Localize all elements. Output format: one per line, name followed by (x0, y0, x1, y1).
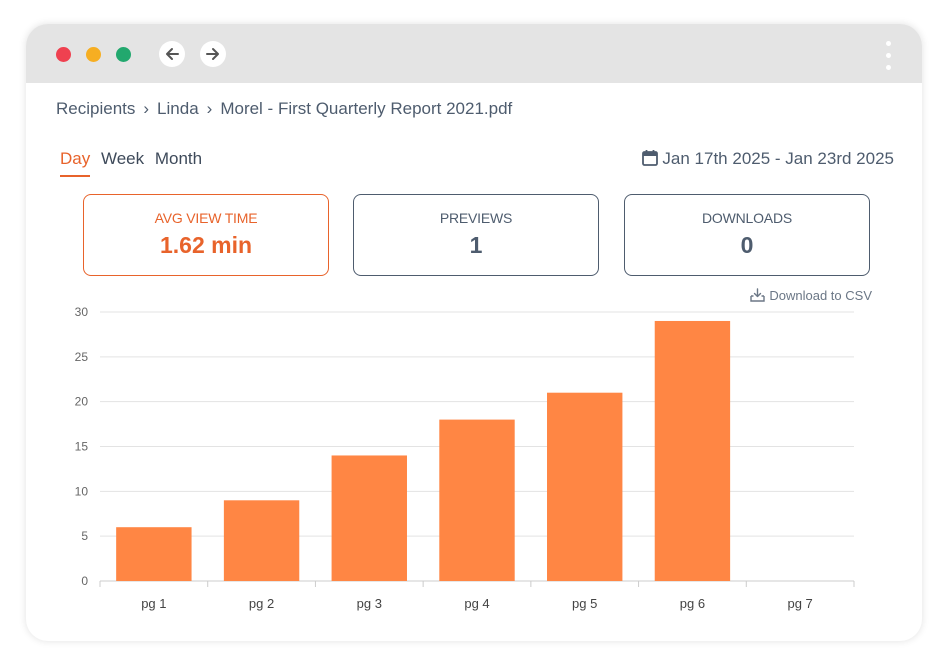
bar-pg3[interactable] (331, 455, 407, 581)
y-tick-label: 20 (75, 395, 89, 409)
stat-label: DOWNLOADS (702, 210, 792, 226)
period-week-tab[interactable]: Week (100, 149, 145, 168)
x-tick-label: pg 5 (572, 596, 597, 611)
breadcrumb: Recipients › Linda › Morel - First Quarterly… (56, 99, 512, 119)
maximize-window-button[interactable] (116, 47, 131, 62)
period-month-tab[interactable]: Month (154, 149, 203, 168)
back-button[interactable] (159, 41, 185, 67)
bar-pg1[interactable] (116, 527, 192, 581)
calendar-icon (642, 150, 659, 166)
stat-value: 1 (469, 232, 483, 258)
download-icon (750, 288, 766, 302)
download-csv-link[interactable]: Download to CSV (750, 288, 872, 303)
period-day-tab[interactable]: Day (60, 149, 91, 177)
date-range-text: Jan 17th 2025 - Jan 23rd 2025 (662, 149, 894, 168)
breadcrumb-separator: › (206, 99, 213, 118)
x-tick-label: pg 2 (249, 596, 274, 611)
minimize-window-button[interactable] (86, 47, 101, 62)
previews-card[interactable]: PREVIEWS 1 (353, 194, 599, 276)
forward-button[interactable] (200, 41, 226, 67)
stat-value: 0 (740, 232, 754, 258)
downloads-card[interactable]: DOWNLOADS 0 (624, 194, 870, 276)
x-tick-label: pg 1 (141, 596, 166, 611)
avg-view-time-card[interactable]: AVG VIEW TIME 1.62 min (83, 194, 329, 276)
browser-window: Recipients › Linda › Morel - First Quarterly… (26, 24, 922, 641)
x-tick-label: pg 6 (680, 596, 705, 611)
arrow-left-icon (166, 48, 179, 60)
breadcrumb-recipients[interactable]: Recipients (56, 99, 136, 118)
x-tick-label: pg 4 (464, 596, 489, 611)
kebab-menu-icon[interactable] (886, 41, 892, 71)
y-tick-label: 0 (81, 574, 88, 588)
stat-label: PREVIEWS (439, 210, 513, 226)
y-tick-label: 15 (75, 440, 89, 454)
x-tick-label: pg 3 (357, 596, 382, 611)
breadcrumb-document: Morel - First Quarterly Report 2021.pdf (220, 99, 513, 118)
bar-pg2[interactable] (223, 500, 300, 581)
stat-label: AVG VIEW TIME (154, 210, 258, 226)
download-csv-label: Download to CSV (769, 288, 872, 303)
date-range-picker[interactable]: Jan 17th 2025 - Jan 23rd 2025 (642, 149, 894, 169)
y-tick-label: 5 (81, 529, 88, 543)
y-tick-label: 30 (75, 305, 89, 319)
arrow-right-icon (206, 48, 219, 60)
y-tick-label: 25 (75, 350, 89, 364)
page-view-bar-chart: 0 5 10 15 20 25 30 pg 1 pg 2 pg 3 pg 4 pg 5 pg 6 pg 7 (75, 305, 855, 611)
title-bar (26, 24, 922, 83)
x-tick-label: pg 7 (787, 596, 812, 611)
bar-pg5[interactable] (547, 392, 623, 581)
breadcrumb-linda[interactable]: Linda (157, 99, 199, 118)
close-window-button[interactable] (56, 47, 71, 62)
bar-pg4[interactable] (439, 419, 515, 581)
y-tick-label: 10 (75, 484, 89, 498)
bar-pg6[interactable] (654, 320, 731, 581)
breadcrumb-separator: › (143, 99, 150, 118)
period-selector: Day Week Month (60, 149, 208, 177)
stat-value: 1.62 min (159, 232, 253, 258)
